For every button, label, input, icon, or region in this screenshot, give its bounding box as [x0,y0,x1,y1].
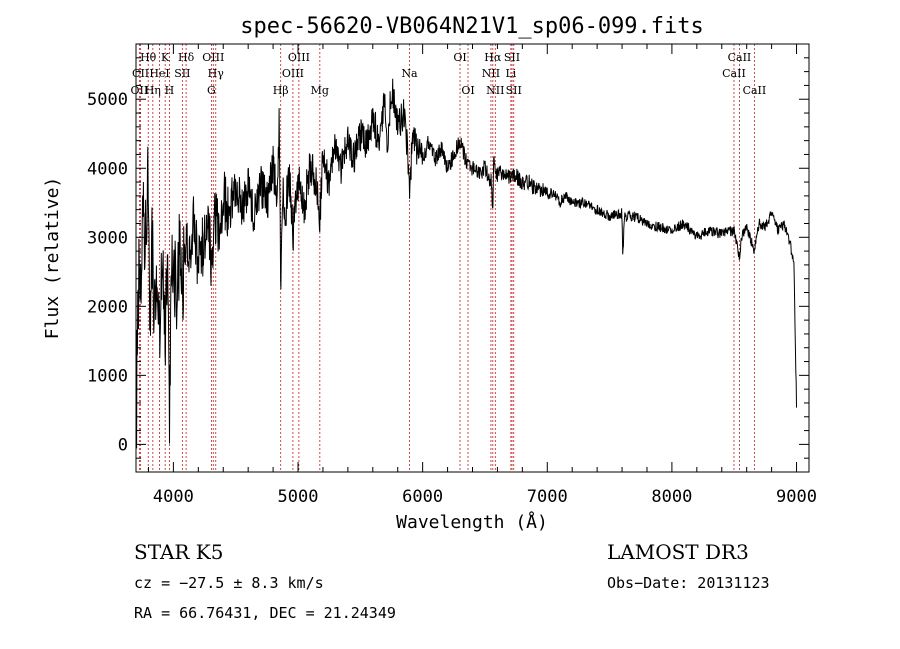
y-tick-label: 2000 [87,297,128,317]
survey-name: LAMOST DR3 [607,540,749,564]
x-tick-label: 7000 [527,487,568,507]
line-label: CaII [728,51,752,64]
line-label: SII [504,51,520,64]
line-label: Hη [145,84,161,97]
line-label: SII [506,84,522,97]
y-axis: 0 1000 2000 3000 4000 5000 [87,43,809,459]
line-label: Na [401,67,418,80]
line-label: G [207,84,216,97]
line-label: H [165,84,175,97]
y-tick-label: 1000 [87,366,128,386]
line-label: OIII [288,51,310,64]
line-label: Hβ [273,84,289,97]
obs-date: Obs−Date: 20131123 [607,574,770,592]
line-label: Li [505,67,516,80]
line-label: NII [486,84,504,97]
line-label: OIII [282,67,304,80]
y-axis-label: Flux (relative) [42,177,63,340]
y-tick-label: 3000 [87,228,128,248]
line-label: Hγ [208,67,225,80]
line-label: Hα [484,51,502,64]
line-label: K [161,51,170,64]
x-tick-label: 5000 [278,487,319,507]
redshift-text: cz = −27.5 ± 8.3 km/s [134,574,324,592]
x-tick-label: 8000 [651,487,692,507]
y-tick-label: 4000 [87,159,128,179]
line-label: OII [131,84,149,97]
object-class: STAR K5 [134,540,224,564]
x-tick-label: 4000 [153,487,194,507]
line-label: OI [461,84,474,97]
x-tick-label: 6000 [402,487,443,507]
y-tick-label: 5000 [87,90,128,110]
line-label: CaII [722,67,746,80]
x-tick-label: 9000 [776,487,817,507]
line-label: CaII [743,84,767,97]
chart-title: spec-56620-VB064N21V1_sp06-099.fits [240,14,704,39]
spectral-line-markers [138,44,755,472]
line-label: Hθ [140,51,157,64]
plot-frame [135,43,810,473]
line-label: NII [482,67,500,80]
spectrum-line [136,78,797,449]
line-label: Hδ [178,51,195,64]
line-label: OI [453,51,466,64]
ra-dec: RA = 66.76431, DEC = 21.24349 [134,604,396,622]
x-axis-label: Wavelength (Å) [396,511,548,533]
y-tick-label: 0 [118,435,128,455]
line-label: HeI [149,67,169,80]
line-label: SII [174,67,190,80]
line-label: Mg [311,84,329,97]
x-axis: 4000 5000 6000 7000 8000 9000 [147,44,817,507]
line-label: OIII [202,51,224,64]
line-label: CII [132,67,149,80]
